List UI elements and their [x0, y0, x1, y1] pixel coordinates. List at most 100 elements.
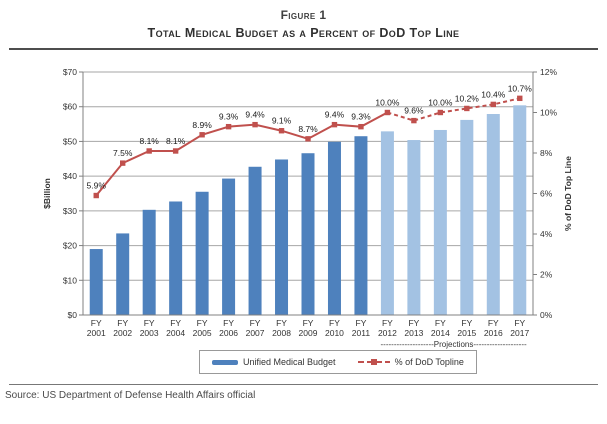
x-tick-label: 2007 — [246, 328, 265, 338]
bar-fy2012 — [380, 131, 394, 315]
x-tick-label: 2016 — [484, 328, 503, 338]
line-series-solid — [95, 111, 388, 197]
bar-fy2011 — [354, 136, 368, 315]
line-marker — [93, 192, 99, 199]
x-tick-prefix: FY — [91, 318, 102, 328]
data-label: 5.9% — [87, 181, 107, 191]
bar-fy2007 — [248, 166, 262, 315]
x-tick-label: 2008 — [272, 328, 291, 338]
data-label: 8.1% — [139, 136, 159, 146]
x-tick-prefix: FY — [382, 318, 393, 328]
footer-divider — [9, 384, 598, 385]
header-divider — [9, 48, 598, 50]
x-tick-prefix: FY — [144, 318, 155, 328]
bar-fy2004 — [169, 201, 183, 315]
legend-item-bar: Unified Medical Budget — [212, 357, 336, 367]
left-tick-label: $10 — [63, 275, 77, 285]
x-tick-prefix: FY — [435, 318, 446, 328]
chart-area: $0 $10 $20 $30 $40 $50 $60 $70 0% 2% 4% 6% 8% 10% 12% F… — [0, 50, 607, 382]
x-tick-label: 2003 — [140, 328, 159, 338]
data-label: 9.3% — [219, 112, 239, 122]
bar-fy2005 — [195, 191, 209, 315]
line-marker — [517, 95, 523, 102]
legend-item-line: % of DoD Topline — [357, 357, 464, 367]
bar-fy2001 — [89, 249, 103, 315]
bar-fy2013 — [407, 140, 421, 315]
right-tick-label: 0% — [540, 310, 553, 320]
line-marker — [384, 109, 391, 116]
left-axis-title: $Billion — [42, 178, 52, 209]
x-tick-prefix: FY — [303, 318, 314, 328]
right-tick-label: 10% — [540, 108, 557, 118]
data-label: 9.4% — [325, 110, 345, 120]
left-tick-label: $50 — [63, 136, 77, 146]
x-tick-label: 2005 — [193, 328, 212, 338]
line-marker — [490, 101, 496, 108]
data-label: 10.0% — [428, 98, 453, 108]
legend-bar-label: Unified Medical Budget — [243, 357, 336, 367]
x-tick-label: 2010 — [325, 328, 344, 338]
x-tick-prefix: FY — [329, 318, 340, 328]
left-tick-label: $0 — [68, 310, 78, 320]
x-tick-prefix: FY — [117, 318, 128, 328]
chart-legend: Unified Medical Budget % of DoD Topline — [199, 350, 477, 374]
right-tick-label: 8% — [540, 148, 553, 158]
bar-fy2010 — [327, 141, 341, 315]
bar-fy2009 — [301, 153, 315, 315]
x-tick-prefix: FY — [223, 318, 234, 328]
x-tick-label: 2012 — [378, 328, 397, 338]
x-tick-prefix: FY — [488, 318, 499, 328]
projections-note: --------------------Projections---------… — [381, 340, 527, 349]
data-label: 9.3% — [351, 112, 371, 122]
source-note: Source: US Department of Defense Health … — [5, 390, 256, 401]
data-label: 10.4% — [481, 89, 506, 99]
x-tick-label: 2015 — [457, 328, 476, 338]
right-tick-label: 6% — [540, 189, 553, 199]
bar-swatch-icon — [212, 359, 238, 365]
bar-fy2016 — [486, 114, 500, 315]
x-tick-prefix: FY — [356, 318, 367, 328]
line-marker — [305, 136, 311, 142]
x-tick-label: 2014 — [431, 328, 450, 338]
x-tick-prefix: FY — [276, 318, 287, 328]
left-tick-label: $70 — [63, 67, 77, 77]
x-tick-prefix: FY — [170, 318, 181, 328]
line-marker-swatch-icon — [357, 358, 390, 366]
bar-fy2006 — [222, 178, 236, 315]
left-tick-label: $30 — [63, 206, 77, 216]
right-tick-label: 2% — [540, 270, 553, 280]
line-marker — [120, 160, 126, 166]
x-tick-label: 2006 — [219, 328, 238, 338]
line-marker — [358, 123, 364, 130]
data-label: 10.0% — [375, 98, 400, 108]
right-tick-label: 4% — [540, 229, 553, 239]
x-tick-prefix: FY — [514, 318, 525, 328]
left-tick-label: $60 — [63, 102, 77, 112]
bar-fy2014 — [433, 129, 447, 315]
data-label: 10.7% — [508, 83, 533, 93]
left-tick-label: $40 — [63, 171, 77, 181]
x-tick-prefix: FY — [408, 318, 419, 328]
line-marker — [331, 121, 338, 128]
line-marker — [464, 105, 470, 112]
data-label: 8.9% — [192, 120, 212, 130]
data-label: 8.1% — [166, 136, 186, 146]
data-label: 10.2% — [455, 93, 480, 103]
data-label: 9.1% — [272, 116, 292, 126]
bar-fy2008 — [275, 159, 289, 315]
data-label: 7.5% — [113, 148, 133, 158]
bar-fy2003 — [142, 209, 156, 315]
data-label: 9.4% — [245, 110, 265, 120]
line-marker — [225, 123, 232, 130]
bar-fy2017 — [513, 105, 527, 315]
x-tick-label: 2013 — [404, 328, 423, 338]
right-axis-title: % of DoD Top Line — [563, 156, 573, 231]
figure-title: Total Medical Budget as a Percent of DoD… — [147, 26, 460, 40]
line-marker — [411, 117, 417, 124]
x-tick-prefix: FY — [197, 318, 208, 328]
right-tick-label: 12% — [540, 67, 557, 77]
x-tick-label: 2001 — [87, 328, 106, 338]
line-marker — [437, 109, 444, 116]
legend-line-label: % of DoD Topline — [394, 357, 464, 367]
